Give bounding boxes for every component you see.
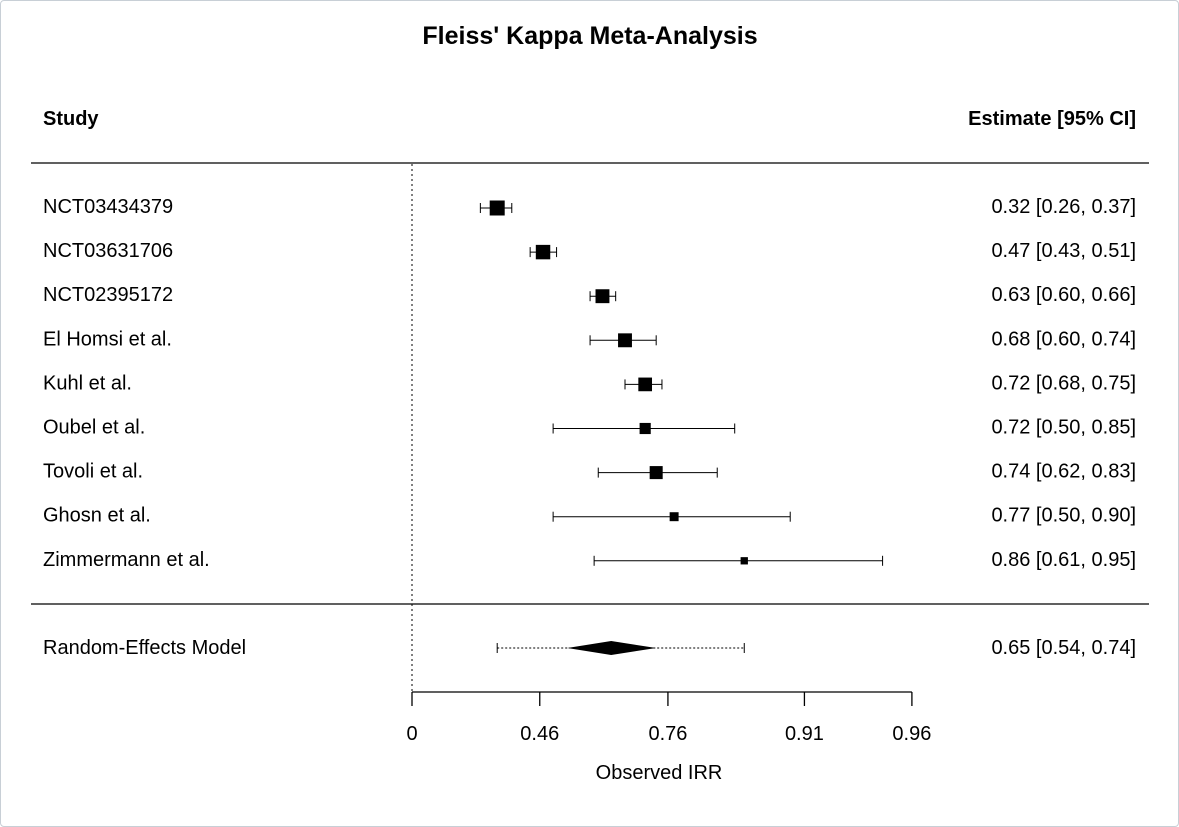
x-tick-label: 0.46	[520, 723, 559, 745]
study-estimate-label: 0.32 [0.26, 0.37]	[991, 196, 1136, 218]
study-estimate-label: 0.74 [0.62, 0.83]	[991, 461, 1136, 483]
study-estimate-label: 0.63 [0.60, 0.66]	[991, 284, 1136, 306]
estimate-marker	[618, 333, 632, 348]
chart-title: Fleiss' Kappa Meta-Analysis	[422, 22, 757, 50]
study-name: NCT03434379	[43, 196, 173, 218]
estimate-marker	[638, 377, 653, 392]
summary-name: Random-Effects Model	[43, 637, 246, 659]
study-row: Zimmermann et al. 0.86 [0.61, 0.95]	[43, 549, 1136, 571]
estimate-marker	[740, 557, 748, 565]
study-row: El Homsi et al. 0.68 [0.60, 0.74]	[43, 328, 1136, 350]
study-row: NCT03434379 0.32 [0.26, 0.37]	[43, 196, 1136, 218]
header-estimate: Estimate [95% CI]	[968, 108, 1136, 130]
study-estimate-label: 0.77 [0.50, 0.90]	[991, 505, 1136, 527]
study-estimate-label: 0.86 [0.61, 0.95]	[991, 549, 1136, 571]
study-estimate-label: 0.68 [0.60, 0.74]	[991, 328, 1136, 350]
study-row: Oubel et al. 0.72 [0.50, 0.85]	[43, 417, 1136, 439]
estimate-marker	[595, 289, 610, 304]
study-name: NCT02395172	[43, 284, 173, 306]
study-estimate-label: 0.72 [0.50, 0.85]	[991, 417, 1136, 439]
estimate-marker	[489, 200, 505, 216]
study-name: El Homsi et al.	[43, 328, 172, 350]
study-name: Oubel et al.	[43, 417, 145, 439]
study-name: Zimmermann et al.	[43, 549, 210, 571]
x-tick-label: 0.76	[648, 723, 687, 745]
study-row: NCT03631706 0.47 [0.43, 0.51]	[43, 240, 1136, 262]
estimate-marker	[649, 466, 663, 480]
study-row: Ghosn et al. 0.77 [0.50, 0.90]	[43, 505, 1136, 527]
study-estimate-label: 0.47 [0.43, 0.51]	[991, 240, 1136, 262]
x-tick-label: 0.96	[892, 723, 931, 745]
header-study: Study	[43, 108, 99, 130]
summary-estimate-label: 0.65 [0.54, 0.74]	[991, 637, 1136, 659]
x-axis-label: Observed IRR	[596, 762, 723, 784]
estimate-marker	[669, 512, 679, 522]
study-row: Kuhl et al. 0.72 [0.68, 0.75]	[43, 372, 1136, 394]
study-row: NCT02395172 0.63 [0.60, 0.66]	[43, 284, 1136, 306]
study-name: Tovoli et al.	[43, 461, 143, 483]
summary-diamond	[567, 641, 657, 655]
study-row: Tovoli et al. 0.74 [0.62, 0.83]	[43, 461, 1136, 483]
estimate-marker	[535, 244, 551, 260]
estimate-marker	[639, 422, 651, 435]
x-tick-label: 0.91	[785, 723, 824, 745]
study-name: NCT03631706	[43, 240, 173, 262]
study-name: Ghosn et al.	[43, 505, 151, 527]
study-estimate-label: 0.72 [0.68, 0.75]	[991, 372, 1136, 394]
x-tick-label: 0	[406, 723, 417, 745]
study-name: Kuhl et al.	[43, 372, 132, 394]
